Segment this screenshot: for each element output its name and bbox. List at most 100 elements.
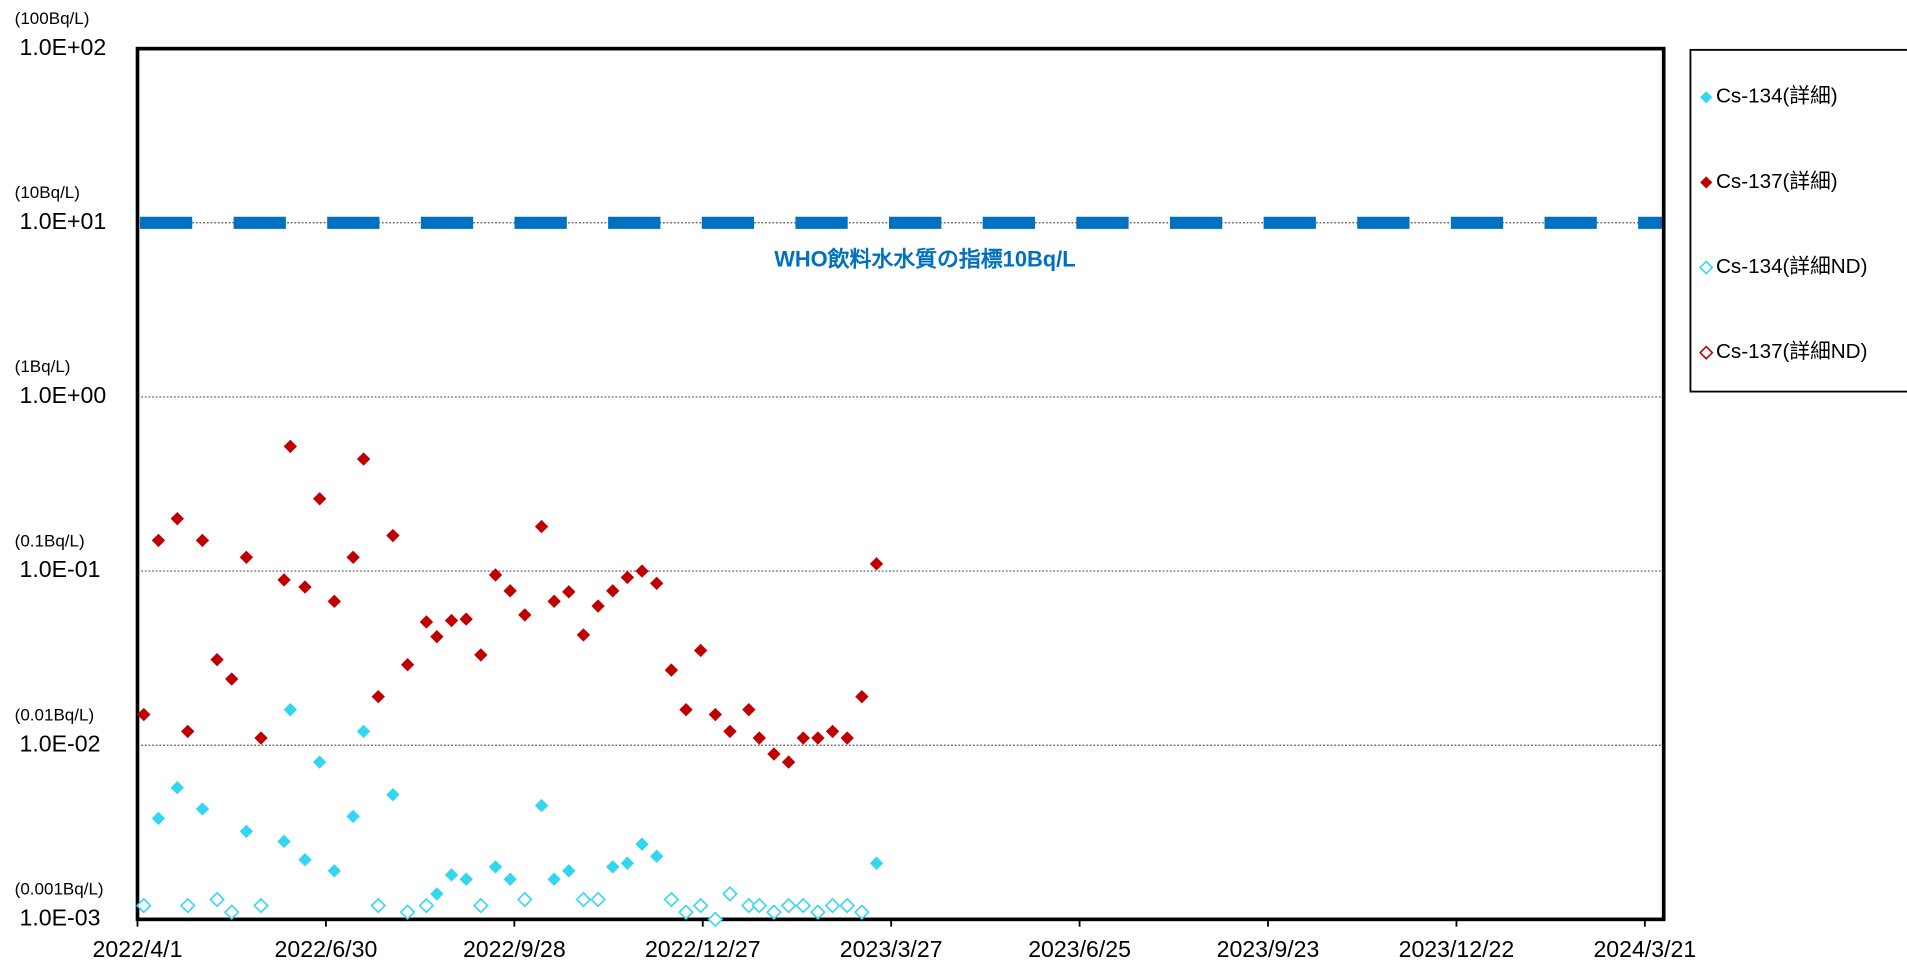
data-point	[488, 568, 503, 582]
legend-marker	[1700, 91, 1713, 104]
data-point	[346, 809, 360, 824]
reference-label: WHO飲料水水質の指標10Bq/L	[774, 246, 1075, 271]
x-tick-label: 2022/9/28	[463, 936, 566, 962]
data-point	[751, 897, 768, 914]
data-point	[795, 897, 812, 914]
data-point	[283, 439, 298, 454]
x-tick-label: 2022/6/30	[275, 936, 378, 962]
x-tick-label: 2023/3/27	[840, 936, 943, 962]
data-point	[277, 573, 291, 587]
data-point	[590, 891, 606, 908]
y-tick-note: (0.01Bq/L)	[15, 706, 94, 725]
y-tick-note: (100Bq/L)	[15, 9, 90, 28]
data-point	[223, 904, 240, 920]
data-point	[419, 615, 434, 629]
legend-box	[1689, 48, 1907, 393]
data-point	[170, 511, 184, 526]
data-point	[356, 452, 371, 466]
data-point	[635, 564, 649, 578]
data-point	[195, 802, 210, 816]
data-point	[210, 652, 224, 667]
data-point	[298, 853, 312, 867]
data-point	[591, 599, 605, 613]
data-point	[854, 904, 870, 920]
y-tick-note: (1Bq/L)	[15, 357, 71, 376]
y-tick-label: 1.0E+01	[20, 208, 107, 234]
data-point	[209, 891, 225, 908]
y-tick-note: (10Bq/L)	[15, 183, 80, 202]
data-point	[679, 702, 693, 717]
data-point	[692, 897, 709, 914]
data-point	[370, 897, 387, 914]
data-point	[518, 608, 532, 622]
data-point	[708, 707, 723, 722]
data-point	[503, 872, 517, 886]
data-point	[869, 557, 884, 571]
x-tick-label: 2023/12/22	[1399, 936, 1515, 962]
data-point	[663, 891, 680, 908]
legend-label: Cs-134(詳細ND)	[1716, 255, 1868, 278]
data-point	[327, 594, 341, 609]
data-point	[135, 897, 152, 914]
data-point	[181, 724, 195, 739]
data-point	[239, 824, 254, 839]
data-point	[459, 872, 473, 886]
data-point	[547, 872, 561, 886]
x-tick-label: 2023/9/23	[1217, 936, 1320, 962]
x-tick-label: 2022/4/1	[93, 936, 183, 962]
data-point	[444, 613, 459, 628]
data-point	[840, 731, 854, 745]
data-point	[562, 864, 576, 878]
data-point	[752, 731, 766, 745]
data-point	[824, 897, 841, 914]
data-point	[517, 891, 533, 908]
data-point	[254, 731, 268, 745]
data-point	[151, 533, 166, 548]
data-point	[606, 860, 620, 874]
data-point	[170, 781, 184, 795]
data-point	[253, 897, 269, 914]
data-point	[722, 886, 738, 902]
y-tick-note: (0.1Bq/L)	[15, 531, 85, 550]
data-point	[576, 628, 591, 642]
x-tick-label: 2022/12/27	[645, 936, 761, 962]
data-point	[839, 897, 856, 914]
data-point	[723, 724, 737, 739]
data-point	[503, 584, 517, 598]
data-point	[327, 864, 341, 878]
data-point	[418, 897, 435, 914]
data-point	[825, 724, 840, 739]
data-point	[547, 594, 561, 609]
legend-marker	[1700, 176, 1713, 189]
data-point	[179, 897, 196, 914]
data-point	[195, 533, 210, 548]
plot-frame	[135, 46, 1666, 922]
y-tick-label: 1.0E-01	[20, 556, 101, 582]
data-point	[650, 849, 664, 864]
data-point	[693, 643, 708, 658]
data-point	[534, 519, 549, 534]
data-point	[346, 550, 360, 564]
data-point	[742, 702, 756, 717]
data-point	[298, 580, 312, 594]
data-point	[137, 707, 151, 722]
data-point	[811, 731, 825, 745]
x-tick-label: 2024/3/21	[1593, 936, 1696, 962]
data-point	[810, 904, 826, 920]
data-point	[399, 904, 416, 920]
data-point	[356, 724, 371, 739]
data-point	[283, 702, 298, 717]
x-tick-label: 2023/6/25	[1028, 936, 1131, 962]
data-point	[678, 904, 694, 920]
data-point	[239, 550, 254, 564]
data-point	[225, 672, 239, 686]
data-point	[780, 897, 797, 914]
data-point	[635, 837, 649, 851]
legend-label: Cs-137(詳細ND)	[1716, 340, 1868, 363]
data-point	[620, 856, 635, 870]
data-point	[444, 868, 459, 882]
legend-label: Cs-134(詳細)	[1716, 85, 1838, 108]
